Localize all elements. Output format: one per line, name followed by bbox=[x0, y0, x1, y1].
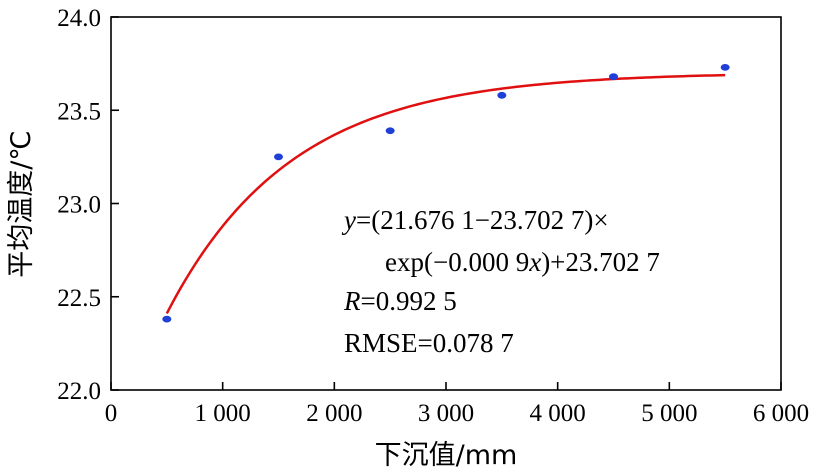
data-points bbox=[162, 63, 730, 323]
data-point bbox=[497, 91, 507, 99]
x-tick-label: 1 000 bbox=[195, 400, 251, 427]
data-point bbox=[162, 315, 172, 323]
data-point bbox=[274, 153, 283, 161]
fit-curve bbox=[165, 73, 726, 315]
fit-equation-line-2: exp(−0.000 9x)+23.702 7 bbox=[385, 247, 660, 277]
y-tick-label: 22.0 bbox=[57, 378, 101, 405]
y-tick-label: 24.0 bbox=[57, 5, 101, 32]
y-axis: 22.0 22.5 23.0 23.5 24.0 bbox=[57, 5, 119, 405]
x-tick-label: 6 000 bbox=[753, 400, 809, 427]
x-tick-label: 5 000 bbox=[641, 400, 697, 427]
x-tick-label: 3 000 bbox=[418, 400, 474, 427]
x-tick-label: 4 000 bbox=[530, 400, 586, 427]
x-tick-label: 2 000 bbox=[306, 400, 362, 427]
y-tick-label: 23.5 bbox=[57, 98, 101, 125]
x-tick-label: 0 bbox=[105, 400, 118, 427]
correlation-coefficient: R=0.992 5 bbox=[343, 286, 457, 316]
x-axis-title: 下沉值/mm bbox=[375, 440, 518, 471]
data-point bbox=[609, 73, 618, 81]
data-point bbox=[385, 127, 395, 135]
data-point bbox=[720, 63, 730, 71]
x-axis: 0 1 000 2 000 3 000 4 000 5 000 6 000 bbox=[105, 382, 809, 427]
y-tick-label: 22.5 bbox=[57, 285, 101, 312]
y-axis-title: 平均温度/℃ bbox=[6, 130, 37, 277]
rmse-value: RMSE=0.078 7 bbox=[344, 328, 514, 358]
y-tick-label: 23.0 bbox=[57, 192, 101, 219]
fit-equation-line-1: y=(21.676 1−23.702 7)× bbox=[341, 205, 609, 235]
